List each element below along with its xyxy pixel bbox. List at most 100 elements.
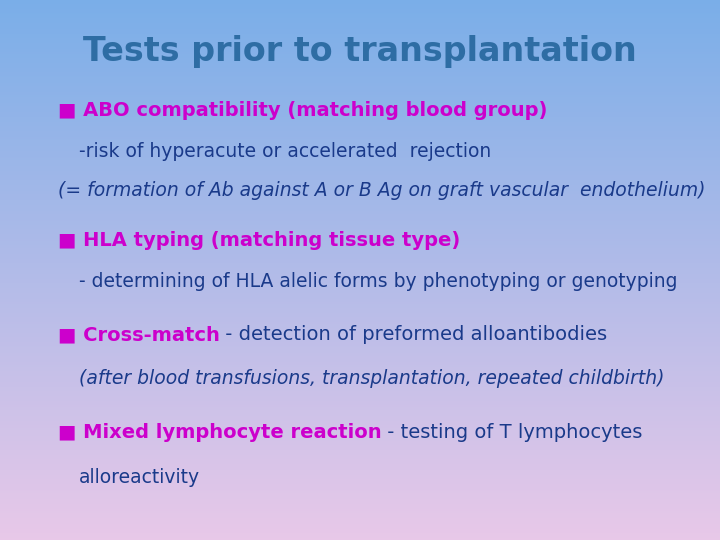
Bar (0, 275, 720, 277)
Bar (0, 470, 720, 471)
Bar (0, 309, 720, 312)
Text: (= formation of Ab against A or B Ag on graft vascular  endothelium): (= formation of Ab against A or B Ag on … (58, 180, 705, 200)
Text: -risk of hyperacute or accelerated  rejection: -risk of hyperacute or accelerated rejec… (79, 141, 492, 161)
Bar (0, 416, 720, 417)
Bar (0, 93, 720, 96)
Bar (0, 119, 720, 120)
Bar (0, 403, 720, 405)
Bar (0, 63, 720, 65)
Bar (0, 225, 720, 227)
Bar (0, 461, 720, 463)
Bar (0, 409, 720, 410)
Bar (0, 279, 720, 281)
Bar (0, 4, 720, 5)
Bar (0, 385, 720, 387)
Bar (0, 153, 720, 155)
Bar (0, 61, 720, 63)
Bar (0, 405, 720, 407)
Bar (0, 99, 720, 101)
Bar (0, 27, 720, 29)
Bar (0, 160, 720, 162)
Text: Tests prior to transplantation: Tests prior to transplantation (83, 35, 637, 68)
Bar (0, 259, 720, 261)
Bar (0, 463, 720, 464)
Bar (0, 477, 720, 479)
Bar (0, 139, 720, 140)
Bar (0, 320, 720, 322)
Bar (0, 133, 720, 135)
Bar (0, 517, 720, 518)
Bar (0, 150, 720, 151)
Bar (0, 0, 720, 2)
Bar (0, 182, 720, 184)
Bar (0, 130, 720, 131)
Bar (0, 439, 720, 441)
Bar (0, 96, 720, 97)
Bar (0, 239, 720, 241)
Bar (0, 42, 720, 43)
Bar (0, 205, 720, 207)
Bar (0, 43, 720, 45)
Bar (0, 22, 720, 23)
Bar (0, 304, 720, 306)
Bar (0, 201, 720, 204)
Bar (0, 69, 720, 70)
Text: (after blood transfusions, transplantation, repeated childbirth): (after blood transfusions, transplantati… (79, 368, 665, 388)
Bar (0, 410, 720, 412)
Text: ■ HLA typing (matching tissue type): ■ HLA typing (matching tissue type) (58, 231, 460, 250)
Bar (0, 421, 720, 423)
Bar (0, 491, 720, 493)
Bar (0, 331, 720, 333)
Bar (0, 54, 720, 56)
Bar (0, 52, 720, 54)
Text: ■ Mixed lymphocyte reaction: ■ Mixed lymphocyte reaction (58, 422, 381, 442)
Bar (0, 56, 720, 58)
Bar (0, 131, 720, 133)
Bar (0, 299, 720, 301)
Bar (0, 349, 720, 351)
Bar (0, 126, 720, 128)
Bar (0, 31, 720, 32)
Bar (0, 212, 720, 214)
Bar (0, 335, 720, 336)
Bar (0, 9, 720, 11)
Bar (0, 434, 720, 436)
Bar (0, 209, 720, 211)
Text: alloreactivity: alloreactivity (79, 468, 200, 488)
Bar (0, 65, 720, 66)
Bar (0, 15, 720, 16)
Bar (0, 400, 720, 401)
Bar (0, 380, 720, 382)
Bar (0, 29, 720, 31)
Bar (0, 322, 720, 324)
Bar (0, 177, 720, 178)
Bar (0, 394, 720, 396)
Bar (0, 196, 720, 198)
Bar (0, 490, 720, 491)
Bar (0, 236, 720, 238)
Bar (0, 356, 720, 358)
Bar (0, 329, 720, 331)
Bar (0, 92, 720, 93)
Bar (0, 376, 720, 378)
Bar (0, 252, 720, 254)
Text: - determining of HLA alelic forms by phenotyping or genotyping: - determining of HLA alelic forms by phe… (79, 272, 678, 292)
Bar (0, 340, 720, 342)
Bar (0, 425, 720, 427)
Bar (0, 171, 720, 173)
Bar (0, 482, 720, 484)
Bar (0, 443, 720, 444)
Bar (0, 423, 720, 425)
Bar (0, 302, 720, 304)
Bar (0, 437, 720, 439)
Bar (0, 420, 720, 421)
Bar (0, 295, 720, 297)
Bar (0, 157, 720, 158)
Bar (0, 529, 720, 531)
Bar (0, 417, 720, 420)
Bar (0, 508, 720, 509)
Text: ■ Cross-match: ■ Cross-match (58, 325, 220, 345)
Bar (0, 373, 720, 374)
Bar (0, 232, 720, 234)
Bar (0, 396, 720, 398)
